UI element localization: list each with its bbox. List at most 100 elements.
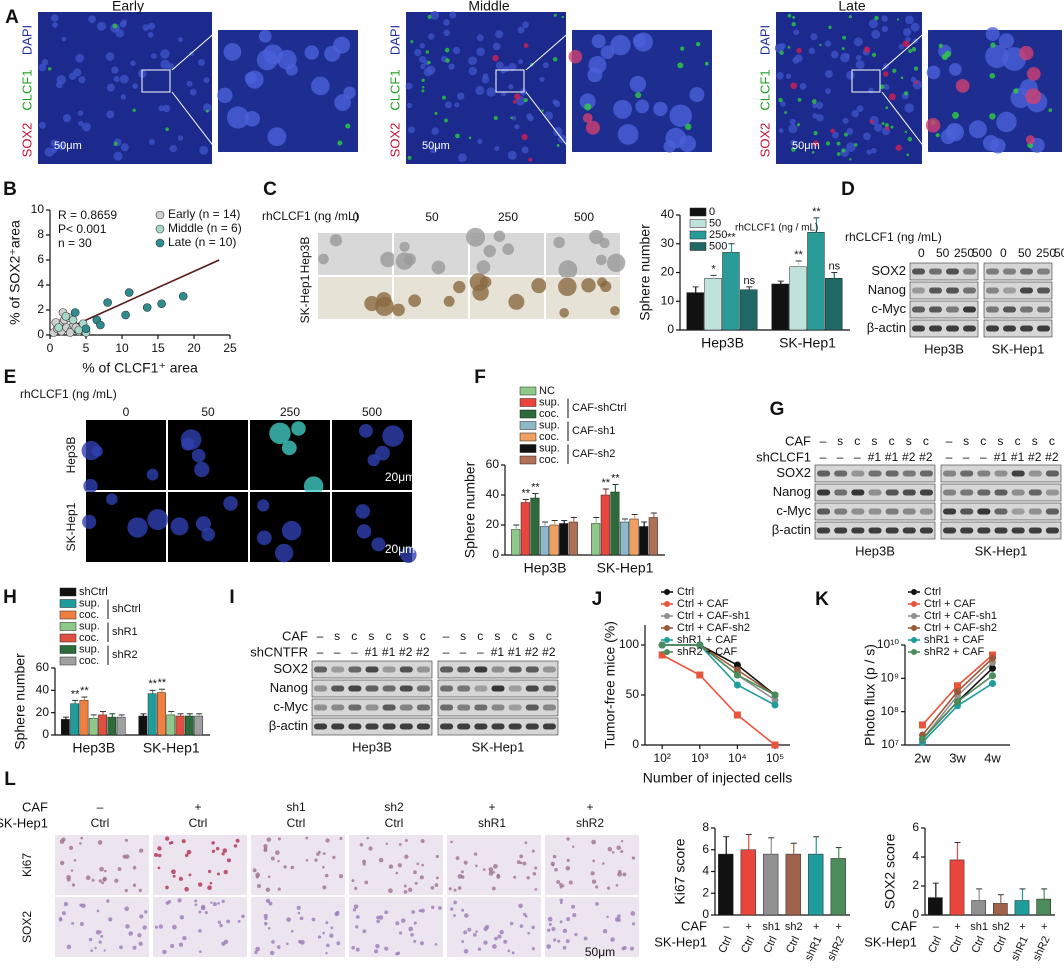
micrograph-cell xyxy=(849,158,852,161)
blot-band xyxy=(1045,470,1059,477)
x-tick-label: 4w xyxy=(984,750,1001,765)
zoom-micrograph-cell xyxy=(653,101,668,117)
condition-item: – xyxy=(334,645,341,659)
ihc-image-cell xyxy=(79,842,82,845)
ihc-image-cell xyxy=(322,852,326,855)
series-marker xyxy=(771,701,779,709)
x-tick-label: SK-Hep1 xyxy=(779,335,836,351)
ihc-image-cell xyxy=(128,931,134,936)
micrograph-cell xyxy=(844,132,848,137)
micrograph-cell xyxy=(553,126,563,137)
micrograph-cell xyxy=(796,47,802,54)
blot-band xyxy=(1045,508,1059,515)
x-tick-label: shR2 xyxy=(825,934,847,962)
ihc-image-cell xyxy=(276,945,281,949)
ihc-image-cell xyxy=(362,929,367,934)
micrograph-cell xyxy=(846,71,855,80)
ihc-image-cell xyxy=(102,877,107,882)
condition-label: sh2 xyxy=(785,921,803,933)
condition-item: – xyxy=(946,450,953,464)
condition-item: – xyxy=(854,450,861,464)
blot-band xyxy=(440,704,454,711)
micrograph-cell xyxy=(493,116,498,121)
ihc-image-cell xyxy=(215,846,220,851)
micrograph-cell xyxy=(468,136,472,140)
dose-label: 50 xyxy=(425,210,439,224)
ihc-image-cell xyxy=(223,869,228,875)
micrograph-cell xyxy=(494,145,500,151)
condition-item: s xyxy=(334,629,340,643)
series-marker xyxy=(733,666,741,674)
blot-band xyxy=(1011,489,1025,496)
series-line xyxy=(662,644,776,696)
dose-label: 0 xyxy=(1000,246,1007,260)
micrograph-cell xyxy=(495,30,504,39)
ihc-image-cell xyxy=(139,848,144,853)
ihc-image-cell xyxy=(491,886,496,891)
ihc-image-cell xyxy=(546,944,551,949)
ihc-image-cell xyxy=(108,917,113,922)
blot-band xyxy=(1028,508,1042,515)
micrograph-cell xyxy=(874,15,879,21)
blot-band xyxy=(977,489,991,496)
blot-band xyxy=(314,704,328,711)
ihc-image-cell xyxy=(488,871,494,876)
column-label: sh1 xyxy=(286,800,306,814)
bar xyxy=(686,292,704,331)
fluorescence-image-cell xyxy=(146,468,159,481)
ihc-image-cell xyxy=(291,929,294,933)
fluorescence-image-cell xyxy=(127,517,148,538)
fluorescence-image-cell xyxy=(223,496,238,511)
dose-label: 250 xyxy=(954,246,974,260)
micrograph-cell xyxy=(904,103,914,113)
ihc-image-cell xyxy=(329,933,334,938)
dose-label: 50 xyxy=(201,405,215,419)
condition-item: #1 xyxy=(365,645,379,659)
blot-strip xyxy=(437,660,559,679)
annotation: P< 0.001 xyxy=(58,222,107,236)
condition-label: – xyxy=(933,921,940,933)
legend-marker xyxy=(911,613,917,619)
micrograph-cell xyxy=(866,149,872,155)
micrograph-cell xyxy=(427,14,432,19)
blot-band xyxy=(868,527,882,534)
x-tick-label: 10⁵ xyxy=(766,751,784,765)
ihc-image-cell xyxy=(388,888,393,894)
ihc-image-cell xyxy=(419,875,424,880)
blot-band xyxy=(1003,268,1016,275)
fluorescence-image-cell xyxy=(400,546,417,564)
ihc-image-cell xyxy=(400,918,406,923)
sphere-image-cell xyxy=(595,254,607,266)
scatter-point xyxy=(103,298,112,307)
micrograph-cell xyxy=(206,109,209,113)
panel-letter: D xyxy=(841,179,855,200)
x-tick-label: SK-Hep1 xyxy=(143,740,200,756)
blot-band xyxy=(491,666,505,673)
ihc-image-cell xyxy=(197,882,203,887)
scatter-point xyxy=(142,303,152,312)
ihc-image-cell xyxy=(339,836,343,840)
bar xyxy=(591,523,601,556)
zoom-micrograph-cell xyxy=(935,133,940,138)
legend-marker xyxy=(664,637,670,643)
legend-label: sup. xyxy=(539,419,560,431)
micrograph-cell xyxy=(855,60,865,70)
ihc-image-cell xyxy=(177,898,182,903)
ihc-image-cell xyxy=(217,902,220,905)
ihc-image-cell xyxy=(384,946,389,951)
ihc-image-cell xyxy=(408,926,414,932)
micrograph-cell xyxy=(501,91,507,97)
ihc-image-cell xyxy=(353,904,359,909)
micrograph-cell xyxy=(881,25,889,33)
micrograph-cell xyxy=(430,11,440,20)
micrograph-cell xyxy=(445,58,450,63)
zoom-micrograph-cell xyxy=(223,43,242,61)
ihc-image-cell xyxy=(277,837,281,841)
ihc-image-cell xyxy=(157,853,162,858)
ihc-image-cell xyxy=(403,884,407,888)
micrograph-cell xyxy=(812,113,818,119)
legend-group-label: shCtrl xyxy=(112,603,141,615)
ihc-image-cell xyxy=(216,872,220,876)
fluorescence-image-cell xyxy=(82,514,97,529)
bar xyxy=(116,716,126,736)
